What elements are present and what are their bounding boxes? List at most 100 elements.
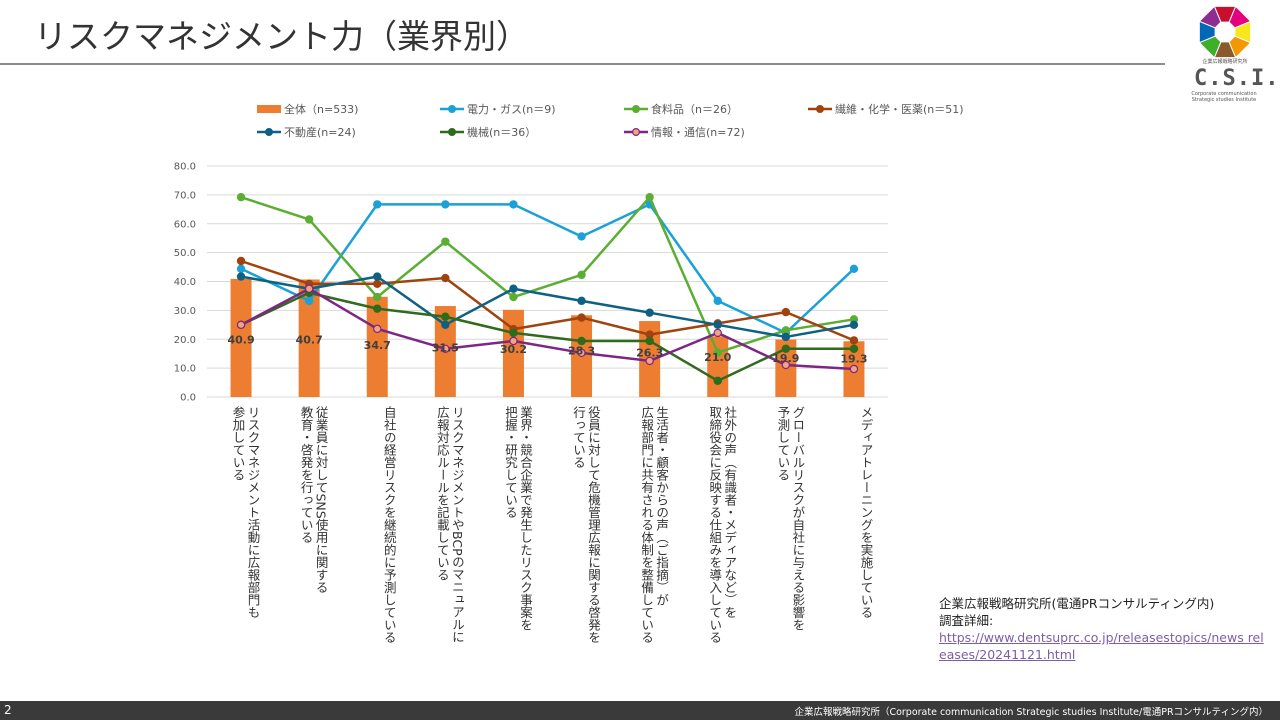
- series-point: [441, 312, 450, 321]
- series-point: [236, 320, 246, 330]
- y-tick-label: 30.0: [174, 306, 196, 317]
- legend-label: 繊維・化学・医薬(n＝51): [835, 102, 964, 116]
- series-point: [236, 264, 246, 273]
- legend-swatch-marker: [265, 128, 274, 137]
- logo-english-line1: Corporate communication: [1191, 91, 1257, 97]
- y-tick-label: 20.0: [174, 335, 196, 346]
- x-category-label-line: 従業員に対してSNS使用に関する: [314, 406, 329, 594]
- series-point: [236, 192, 246, 202]
- legend-item: 全体（n=533): [257, 102, 358, 116]
- series-point: [577, 313, 586, 322]
- series-point: [645, 192, 654, 202]
- x-category-label-line: 把握・研究している: [503, 406, 518, 519]
- logo-segment: [1200, 7, 1221, 28]
- series-point: [781, 307, 791, 317]
- legend-item: 食料品（n＝26）: [624, 102, 738, 116]
- page-title: リスクマネジメント力（業界別）: [34, 17, 529, 56]
- legend-swatch-marker: [448, 104, 457, 113]
- series-point: [577, 296, 586, 306]
- series-point: [849, 364, 859, 374]
- series-point: [509, 200, 518, 209]
- series-point: [373, 200, 382, 209]
- legend-swatch-bar: [257, 105, 281, 113]
- legend-item: 繊維・化学・医薬(n＝51): [808, 102, 964, 116]
- series-point: [781, 360, 791, 370]
- y-tick-label: 60.0: [174, 219, 196, 230]
- bar-data-label: 40.9: [227, 333, 254, 346]
- series-point: [304, 296, 314, 306]
- series-point: [577, 336, 586, 346]
- series-point: [509, 284, 518, 293]
- legend-item: 不動産(n=24): [257, 125, 356, 139]
- x-category-label-line: グローバルリスクが自社に与える影響を: [790, 406, 805, 631]
- bar-data-label: 31.5: [432, 342, 459, 355]
- series-point: [304, 284, 314, 293]
- source-note: 企業広報戦略研究所(電通PRコンサルティング内) 調査詳細: https://w…: [939, 595, 1269, 663]
- title-divider: [0, 63, 1165, 65]
- series-point: [509, 292, 518, 302]
- page-number: 2: [4, 703, 12, 717]
- x-category-label-line: 生活者・顧客からの声（ご指摘）が: [654, 406, 669, 606]
- x-category-label: メディアトレーニングを実施している: [858, 406, 873, 619]
- logo-english-name: Corporate communication Strategic studie…: [1190, 91, 1258, 103]
- x-category-label-line: 社外の声（有識者・メディアなど）を: [722, 405, 737, 619]
- series-point: [781, 332, 791, 342]
- series-point: [441, 320, 450, 330]
- series-point: [577, 348, 586, 358]
- legend-swatch-marker: [448, 128, 457, 137]
- x-category-label-line: 広報対応ルールを記載している: [435, 406, 450, 581]
- series-point: [441, 273, 450, 283]
- series-line: [240, 195, 855, 354]
- source-link[interactable]: https://www.dentsuprc.co.jp/releasestopi…: [939, 630, 1264, 662]
- series-point: [441, 200, 450, 209]
- series-point: [849, 264, 859, 273]
- legend-swatch-marker: [631, 104, 640, 113]
- x-category-label-line: 自社の経営リスクを継続的に予測している: [382, 406, 397, 644]
- x-category-label-line: 広報部門に共有される体制を整備している: [639, 406, 654, 644]
- series-point: [781, 344, 791, 353]
- footer-bar: 2 企業広報戦略研究所（Corporate communication Stra…: [0, 701, 1280, 720]
- series-point: [236, 272, 246, 281]
- x-category-label: 自社の経営リスクを継続的に予測している: [382, 406, 397, 644]
- bar-data-label: 19.3: [840, 353, 867, 366]
- bar-data-label: 21.0: [704, 351, 731, 364]
- series-point: [373, 272, 382, 281]
- y-tick-label: 40.0: [174, 277, 196, 288]
- series-point: [373, 279, 382, 289]
- legend-label: 情報・通信(n=72): [651, 126, 745, 139]
- series-point: [373, 304, 382, 313]
- legend-item: 電力・ガス(n＝9): [440, 103, 556, 116]
- logo-segment: [1215, 42, 1235, 58]
- source-details-label: 調査詳細:: [939, 613, 994, 628]
- legend-label: 電力・ガス(n＝9): [467, 103, 556, 116]
- x-category-label-line: リスクマネジメントやBCPのマニュアルに: [450, 406, 465, 643]
- y-tick-label: 0.0: [180, 393, 196, 404]
- legend-label: 全体（n=533): [284, 102, 358, 116]
- series-point: [713, 376, 722, 386]
- bar-data-label: 28.3: [568, 345, 595, 358]
- x-category-label-line: 参加している: [231, 405, 246, 481]
- series-point: [645, 356, 654, 366]
- series-point: [849, 320, 859, 330]
- logo-segment: [1199, 22, 1215, 42]
- x-category-label-line: リスクマネジメント活動に広報部門も: [246, 406, 261, 619]
- x-category-label-line: 取締役会に反映する仕組みを導入している: [707, 406, 722, 644]
- series-point: [236, 256, 246, 266]
- series-point: [304, 215, 314, 224]
- logo-segment: [1215, 6, 1235, 22]
- legend-label: 不動産(n=24): [284, 125, 356, 139]
- series-point: [645, 308, 654, 317]
- series-point: [849, 336, 859, 345]
- source-org: 企業広報戦略研究所(電通PRコンサルティング内): [939, 596, 1215, 611]
- y-tick-label: 70.0: [174, 190, 196, 201]
- logo-segment: [1229, 36, 1250, 57]
- series-point: [645, 336, 654, 346]
- legend-label: 食料品（n＝26）: [651, 102, 738, 116]
- series-point: [509, 328, 518, 338]
- series-point: [509, 336, 518, 346]
- bar-data-label: 40.7: [296, 333, 323, 346]
